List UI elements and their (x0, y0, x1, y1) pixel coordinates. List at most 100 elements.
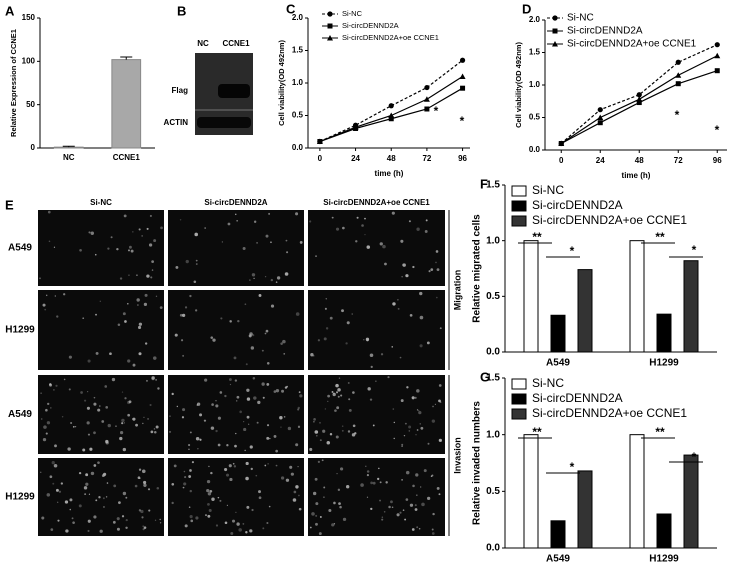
row-label: A549 (8, 243, 32, 254)
cell-dot (262, 527, 265, 530)
cell-dot (189, 431, 192, 434)
cell-dot (415, 473, 419, 477)
cell-dot (234, 379, 238, 382)
cell-dot (234, 444, 237, 448)
cell-dot (54, 295, 56, 297)
cell-dot (418, 410, 422, 415)
cell-dot (180, 339, 184, 342)
cell-dot (105, 439, 109, 444)
cell-dot (283, 416, 286, 418)
cell-dot (280, 476, 285, 480)
cell-dot (270, 304, 275, 308)
cell-dot (93, 431, 96, 435)
cell-dot (154, 430, 157, 434)
cell-dot (142, 528, 145, 531)
cell-dot (275, 449, 278, 453)
cell-dot (315, 255, 317, 258)
cell-dot (391, 211, 395, 215)
bar (577, 269, 593, 353)
cell-dot (337, 488, 341, 492)
cell-dot (435, 250, 439, 253)
y-tick-label: 0.5 (292, 111, 304, 120)
legend-label: Si-NC (567, 13, 594, 24)
cell-dot (135, 423, 138, 427)
cell-dot (189, 469, 192, 472)
cell-dot (118, 501, 121, 505)
cell-dot (321, 459, 324, 462)
cell-dot (236, 219, 239, 222)
cell-dot (176, 405, 179, 408)
cell-dot (408, 430, 411, 432)
series-line (319, 75, 463, 143)
cell-dot (173, 464, 177, 468)
cell-dot (97, 408, 101, 412)
cell-dot (86, 406, 90, 410)
cell-dot (44, 308, 47, 311)
cell-dot (155, 295, 158, 297)
cell-dot (335, 383, 339, 388)
cell-dot (219, 391, 223, 394)
cell-dot (123, 214, 127, 218)
bar (656, 313, 672, 353)
micrograph (168, 210, 304, 286)
cell-dot (39, 277, 41, 280)
cell-dot (257, 400, 261, 405)
cell-dot (150, 276, 153, 279)
cell-dot (331, 523, 335, 527)
cell-dot (336, 472, 338, 475)
cell-dot (98, 496, 101, 499)
cell-dot (212, 338, 216, 342)
cell-dot (188, 506, 191, 509)
x-tick-label: H1299 (649, 554, 679, 565)
cell-dot (120, 431, 124, 435)
cell-dot (393, 437, 395, 440)
blot-row: ACTIN (164, 118, 189, 127)
cell-dot (370, 365, 373, 368)
panel-letter: D (522, 1, 531, 16)
cell-dot (365, 465, 367, 467)
cell-dot (438, 384, 442, 387)
legend-swatch (511, 215, 527, 227)
cell-dot (148, 509, 151, 512)
cell-dot (334, 409, 337, 412)
bar (629, 434, 645, 549)
cell-dot (235, 432, 237, 435)
cell-dot (426, 341, 430, 345)
cell-dot (363, 339, 365, 341)
cell-dot (341, 425, 344, 427)
cell-dot (266, 424, 270, 427)
cell-dot (401, 443, 404, 446)
cell-dot (65, 529, 69, 533)
cell-dot (85, 482, 89, 486)
cell-dot (226, 444, 229, 447)
cell-dot (215, 524, 219, 527)
cell-dot (249, 279, 251, 281)
cell-dot (42, 303, 46, 307)
cell-dot (189, 515, 193, 519)
cell-dot (72, 521, 75, 524)
cell-dot (265, 234, 269, 238)
cell-dot (416, 429, 419, 431)
cell-dot (372, 481, 376, 485)
y-tick-label: 2.0 (292, 13, 304, 22)
cell-dot (41, 516, 45, 520)
cell-dot (299, 394, 303, 398)
cell-dot (319, 439, 322, 442)
cell-dot (127, 249, 130, 252)
row-label: H1299 (5, 325, 35, 336)
micrograph (308, 210, 445, 286)
cell-dot (153, 428, 156, 430)
cell-dot (420, 486, 422, 488)
cell-dot (87, 519, 91, 523)
cell-dot (185, 259, 189, 264)
cell-dot (346, 485, 350, 489)
cell-dot (372, 424, 375, 427)
cell-dot (337, 388, 341, 392)
cell-dot (318, 532, 322, 536)
cell-dot (144, 293, 148, 297)
cell-dot (106, 482, 109, 484)
cell-dot (238, 528, 242, 532)
cell-dot (143, 483, 147, 487)
micrograph (38, 210, 164, 286)
